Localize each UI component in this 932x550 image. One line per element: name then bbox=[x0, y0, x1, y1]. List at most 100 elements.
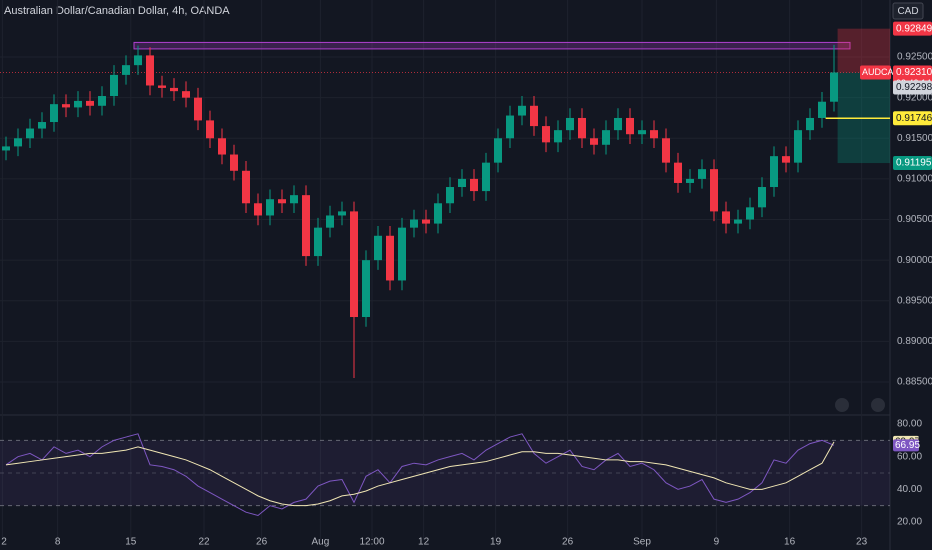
candle-body bbox=[266, 199, 274, 216]
candle-body bbox=[50, 104, 58, 123]
candle-body bbox=[434, 203, 442, 224]
candle-body bbox=[662, 138, 670, 163]
candle-body bbox=[590, 138, 598, 145]
candle-body bbox=[782, 156, 790, 163]
y-tick-label: 20.00 bbox=[897, 517, 922, 528]
hline-label: 0.91746 bbox=[896, 113, 932, 124]
candle-body bbox=[470, 178, 478, 192]
candle-body bbox=[482, 162, 490, 192]
currency-box[interactable] bbox=[892, 2, 924, 20]
candle-body bbox=[194, 97, 202, 121]
candle-body bbox=[242, 170, 250, 204]
chart-title: Australian Dollar/Canadian Dollar, 4h, O… bbox=[4, 5, 230, 17]
y-tick-label: 0.89500 bbox=[897, 295, 932, 306]
candle-body bbox=[290, 195, 298, 204]
candle-body bbox=[506, 115, 514, 139]
candle-body bbox=[674, 162, 682, 183]
candle-body bbox=[182, 91, 190, 98]
candle-body bbox=[494, 138, 502, 163]
target-label: 0.91195 bbox=[896, 158, 932, 169]
y-tick-label: 60.00 bbox=[897, 451, 922, 462]
candle-body bbox=[122, 65, 130, 75]
y-tick-label: 0.90500 bbox=[897, 214, 932, 225]
candle-body bbox=[794, 130, 802, 163]
candle-body bbox=[254, 203, 262, 216]
candle-body bbox=[638, 130, 646, 135]
candle-body bbox=[410, 219, 418, 228]
icon[interactable] bbox=[871, 398, 885, 412]
bid-label: 0.92298 bbox=[896, 82, 932, 93]
x-tick-label: 2 bbox=[1, 537, 7, 548]
candle-body bbox=[86, 100, 94, 106]
candle-body bbox=[746, 207, 754, 220]
x-tick-label: 26 bbox=[256, 537, 268, 548]
candle-body bbox=[722, 211, 730, 224]
x-tick-label: 9 bbox=[714, 537, 720, 548]
candle-body bbox=[422, 219, 430, 224]
candle-body bbox=[758, 187, 766, 208]
y-tick-label: 40.00 bbox=[897, 484, 922, 495]
candle-body bbox=[626, 117, 634, 135]
candle-body bbox=[350, 211, 358, 318]
candle-body bbox=[686, 178, 694, 183]
candle-body bbox=[602, 130, 610, 145]
candle-body bbox=[2, 146, 10, 151]
stop-zone bbox=[837, 28, 890, 73]
candle-body bbox=[554, 130, 562, 143]
candle-body bbox=[566, 117, 574, 131]
candle-body bbox=[710, 169, 718, 212]
candle-body bbox=[698, 169, 706, 179]
price-label: 0.92310 bbox=[896, 67, 932, 78]
candle-body bbox=[38, 122, 46, 129]
candle-body bbox=[650, 130, 658, 139]
candle-body bbox=[518, 105, 526, 116]
candle-body bbox=[278, 199, 286, 204]
candle-body bbox=[530, 105, 538, 127]
candle-body bbox=[362, 260, 370, 318]
bid-label-box bbox=[893, 80, 932, 95]
y-tick-label: 0.91500 bbox=[897, 133, 932, 144]
candle-body bbox=[14, 138, 22, 147]
candle-body bbox=[74, 100, 82, 108]
y-tick-label: 0.89000 bbox=[897, 336, 932, 347]
x-tick-label: 26 bbox=[562, 537, 574, 548]
x-tick-label: 15 bbox=[125, 537, 137, 548]
candle-body bbox=[326, 215, 334, 228]
candle-body bbox=[314, 227, 322, 257]
candle-body bbox=[818, 101, 826, 118]
x-tick-label: Sep bbox=[633, 537, 651, 548]
candle-body bbox=[542, 126, 550, 143]
candle-body bbox=[338, 211, 346, 216]
x-tick-label: Aug bbox=[312, 537, 330, 548]
y-tick-label: 0.92000 bbox=[897, 92, 932, 103]
candle-body bbox=[770, 156, 778, 188]
candle-body bbox=[830, 72, 838, 102]
y-tick-label: 0.92500 bbox=[897, 52, 932, 63]
icon[interactable] bbox=[835, 398, 849, 412]
candle-body bbox=[734, 219, 742, 224]
x-tick-label: 16 bbox=[784, 537, 796, 548]
y-tick-label: 0.88500 bbox=[897, 377, 932, 388]
x-tick-label: 22 bbox=[198, 537, 210, 548]
rsi-band bbox=[0, 440, 890, 506]
x-tick-label: 12:00 bbox=[359, 537, 384, 548]
stop-label: 0.92849 bbox=[896, 23, 932, 34]
candle-body bbox=[374, 235, 382, 261]
symbol-label: AUDCAD bbox=[862, 67, 901, 77]
candle-body bbox=[806, 117, 814, 131]
value-box bbox=[893, 439, 919, 452]
x-tick-label: 8 bbox=[55, 537, 61, 548]
currency-label[interactable]: CAD bbox=[897, 6, 918, 17]
y-tick-label: 0.91000 bbox=[897, 174, 932, 185]
candle-body bbox=[446, 187, 454, 204]
candle-body bbox=[110, 74, 118, 97]
candle-body bbox=[62, 104, 70, 108]
series-line bbox=[5, 441, 835, 507]
x-tick-label: 23 bbox=[856, 537, 868, 548]
x-tick-label: 19 bbox=[490, 537, 502, 548]
symbol-box bbox=[860, 65, 891, 80]
value-label: 66.95 bbox=[895, 440, 920, 451]
